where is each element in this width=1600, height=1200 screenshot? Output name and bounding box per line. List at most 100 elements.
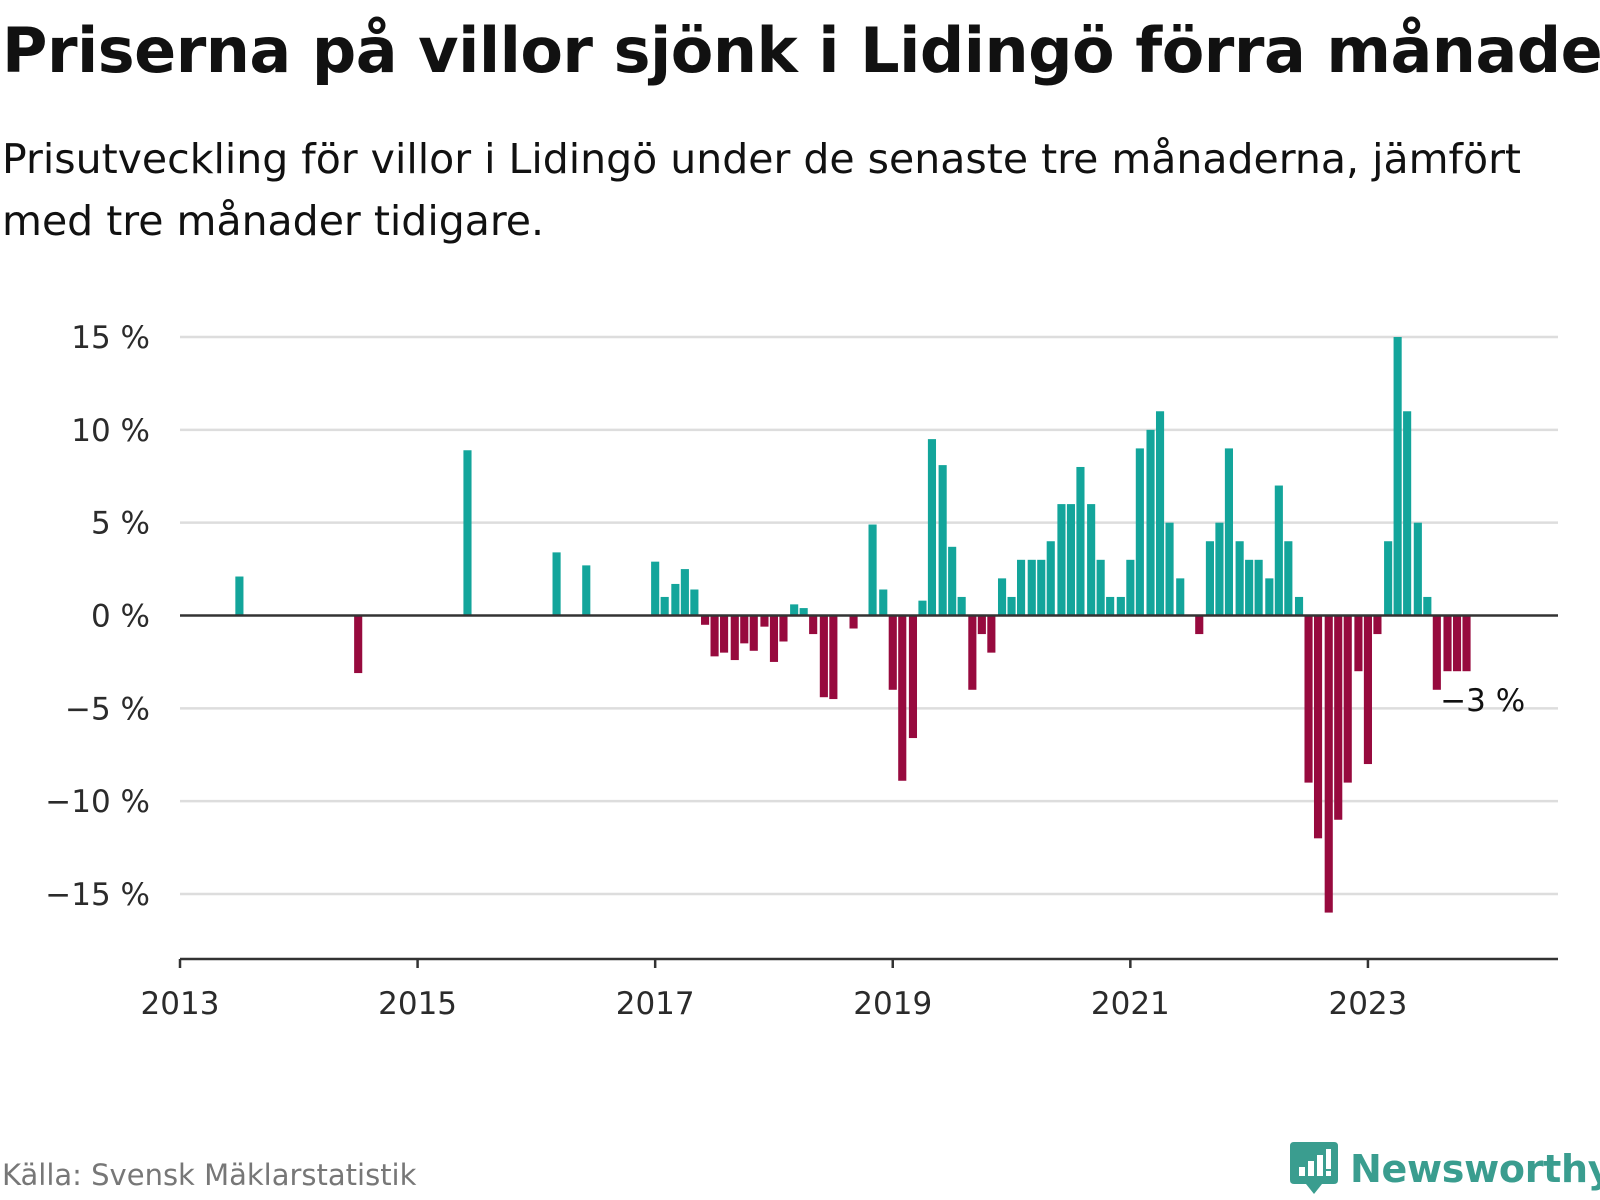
- bar: [957, 596, 966, 616]
- y-tick-label: −10 %: [45, 784, 150, 820]
- newsworthy-logo-icon: [1290, 1142, 1338, 1194]
- bar: [1066, 504, 1076, 616]
- source-credit: Källa: Svensk Mäklarstatistik: [2, 1158, 417, 1192]
- bar: [1443, 615, 1452, 672]
- bars: [235, 337, 1471, 913]
- bar: [463, 450, 472, 616]
- bar: [582, 565, 591, 616]
- bar: [749, 615, 758, 651]
- bar: [997, 578, 1007, 616]
- bar: [1076, 466, 1085, 616]
- last-value-annotation: −3 %: [1440, 683, 1525, 719]
- bar: [1096, 559, 1105, 616]
- bar: [918, 600, 927, 616]
- bar: [720, 615, 729, 653]
- bar: [1176, 578, 1185, 616]
- bar: [1037, 559, 1046, 616]
- bar: [552, 552, 561, 616]
- axes: [178, 614, 1558, 968]
- bar: [690, 589, 699, 616]
- bar: [927, 439, 937, 616]
- y-tick-label: −15 %: [45, 877, 150, 913]
- chart-subtitle: Prisutveckling för villor i Lidingö unde…: [2, 135, 1522, 245]
- bar: [1313, 615, 1323, 839]
- bar: [1354, 615, 1363, 672]
- bar: [799, 608, 808, 616]
- bar: [769, 615, 779, 662]
- bar: [1126, 559, 1135, 616]
- bar: [868, 524, 877, 616]
- bar: [1027, 559, 1036, 616]
- bar: [829, 615, 838, 700]
- bar: [1343, 615, 1352, 783]
- x-tick-label: 2013: [141, 986, 220, 1022]
- bar: [1294, 596, 1304, 616]
- brand-logo: Newsworthy: [1288, 1140, 1600, 1198]
- bar: [1146, 429, 1155, 616]
- bar: [651, 561, 660, 616]
- bar: [898, 615, 907, 781]
- bar: [1423, 596, 1432, 616]
- bar: [1205, 541, 1214, 616]
- bar: [968, 615, 977, 690]
- bar: [1393, 337, 1402, 616]
- bar: [1116, 596, 1125, 616]
- bar: [1462, 615, 1471, 672]
- bar: [1324, 615, 1333, 913]
- bar: [1215, 522, 1224, 616]
- bar: [1304, 615, 1313, 783]
- bar: [1245, 559, 1254, 616]
- bar: [977, 615, 986, 635]
- bar: [1224, 448, 1233, 616]
- bar: [701, 615, 710, 625]
- y-tick-label: 0 %: [91, 599, 150, 635]
- bar: [1384, 541, 1393, 616]
- bar: [948, 546, 957, 616]
- bar: [1106, 596, 1115, 616]
- y-axis-labels: 15 % 10 % 5 % 0 % −5 % −10 % −15 %: [45, 320, 150, 913]
- bar: [760, 615, 769, 627]
- bar: [908, 615, 918, 739]
- bar: [1195, 615, 1204, 635]
- bar: [1274, 485, 1283, 616]
- bar: [1135, 448, 1144, 616]
- bar: [849, 615, 858, 629]
- bar-chart: 15 % 10 % 5 % 0 % −5 % −10 % −15 % 2013 2015 201…: [45, 320, 1558, 1022]
- bar: [354, 615, 363, 674]
- chart-title: Priserna på villor sjönk i Lidingö förra…: [2, 14, 1600, 87]
- bar: [1057, 504, 1066, 616]
- bar: [671, 583, 680, 616]
- bar: [1284, 541, 1293, 616]
- bar: [987, 615, 996, 653]
- bar: [680, 569, 689, 616]
- bar: [938, 465, 947, 616]
- bar: [1155, 411, 1165, 616]
- bar: [1432, 615, 1441, 690]
- y-tick-label: 5 %: [91, 506, 150, 542]
- bar: [1087, 504, 1096, 616]
- bar: [779, 615, 788, 642]
- bar: [1046, 541, 1055, 616]
- bar: [1165, 522, 1174, 616]
- x-tick-label: 2023: [1328, 986, 1407, 1022]
- bar: [1017, 559, 1026, 616]
- bar: [660, 596, 669, 616]
- bar: [888, 615, 897, 690]
- bar: [710, 615, 719, 657]
- bar: [879, 589, 888, 616]
- bar: [1235, 541, 1244, 616]
- bar: [1265, 578, 1274, 616]
- bar: [1413, 522, 1422, 616]
- x-tick-label: 2015: [378, 986, 457, 1022]
- bar: [809, 615, 818, 635]
- x-axis-labels: 2013 2015 2017 2019 2021 2023: [141, 986, 1408, 1022]
- bar: [1254, 559, 1263, 616]
- bar: [819, 615, 828, 698]
- bar: [740, 615, 749, 644]
- bar: [1373, 615, 1382, 635]
- y-tick-label: 15 %: [71, 320, 150, 356]
- x-tick-label: 2019: [853, 986, 932, 1022]
- y-tick-label: −5 %: [65, 691, 150, 727]
- bar: [730, 615, 739, 661]
- y-tick-label: 10 %: [71, 413, 150, 449]
